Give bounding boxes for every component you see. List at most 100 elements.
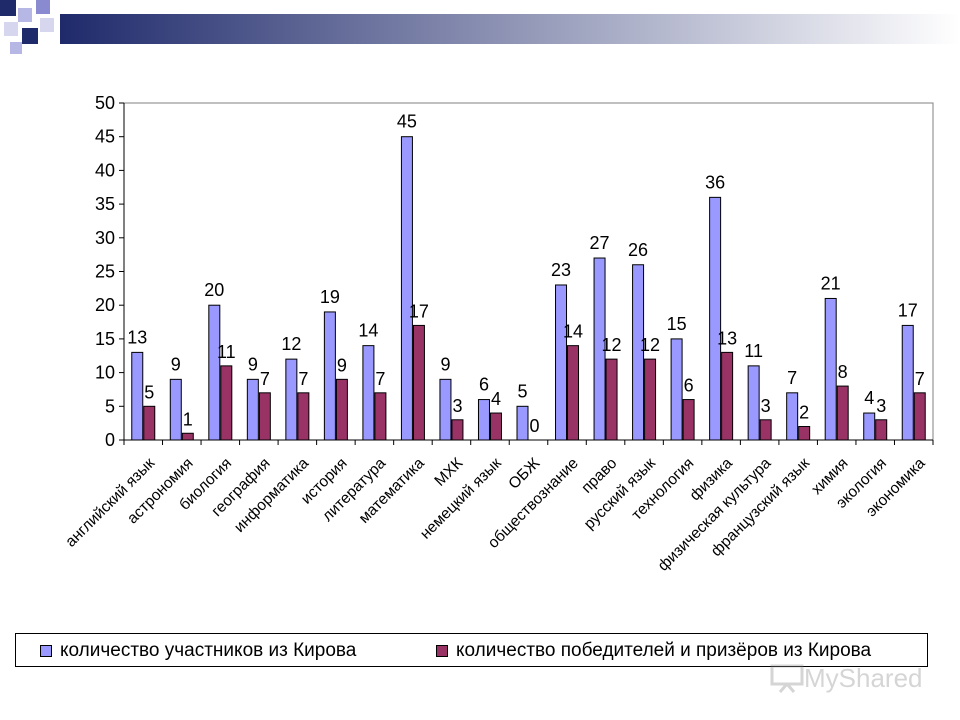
bar-participants [709, 196, 722, 441]
data-label: 27 [590, 233, 610, 253]
data-label: 3 [876, 396, 886, 416]
chart-legend: количество участников из Кирова количест… [15, 633, 928, 667]
legend-item-winners: количество победителей и призёров из Кир… [436, 640, 871, 662]
data-label: 21 [821, 273, 841, 293]
data-label: 12 [640, 335, 660, 355]
bar-winners [335, 378, 348, 441]
data-label: 7 [915, 369, 925, 389]
header-square [10, 42, 22, 54]
data-label: 12 [281, 334, 301, 354]
watermark: MyShared [770, 660, 923, 696]
bar-winners [644, 358, 657, 441]
data-label: 23 [551, 260, 571, 280]
data-label: 13 [717, 328, 737, 348]
legend-label-winners: количество победителей и призёров из Кир… [456, 640, 872, 661]
bar-participants [516, 405, 529, 441]
data-label: 8 [838, 362, 848, 382]
slide-header-decoration [0, 0, 960, 54]
bar-participants [863, 412, 876, 441]
bar-winners [258, 392, 271, 441]
data-label: 36 [705, 172, 725, 192]
bar-winners [567, 345, 580, 441]
bar-participants [285, 358, 298, 441]
y-tick-label: 10 [95, 363, 115, 383]
x-axis-category-labels: английский языкастрономиябиологиягеограф… [62, 454, 929, 574]
data-label: 6 [479, 375, 489, 395]
data-label: 5 [517, 381, 527, 401]
legend-swatch-participants [40, 645, 52, 657]
y-tick-label: 20 [95, 295, 115, 315]
bar-participants [131, 351, 144, 441]
x-category-label: МХК [431, 455, 466, 490]
bar-winners [682, 399, 695, 441]
plot-area-frame [123, 102, 934, 441]
data-label: 20 [204, 280, 224, 300]
bar-participants [555, 284, 568, 441]
y-tick-label: 50 [95, 93, 115, 113]
bar-participants [901, 324, 914, 441]
data-label: 4 [864, 388, 874, 408]
y-tick-label: 0 [105, 430, 115, 450]
y-tick-label: 5 [105, 396, 115, 416]
bar-participants [246, 378, 259, 441]
header-square [18, 8, 32, 22]
header-square [36, 0, 50, 14]
data-label: 19 [320, 287, 340, 307]
bar-participants [786, 392, 799, 441]
bar-winners [489, 412, 502, 441]
bar-winners [220, 365, 233, 441]
y-tick-label: 35 [95, 194, 115, 214]
y-tick-label: 40 [95, 160, 115, 180]
data-label: 9 [440, 354, 450, 374]
bar-winners [836, 385, 849, 441]
bar-participants [208, 304, 221, 441]
bar-winners [143, 405, 156, 441]
data-label: 17 [898, 300, 918, 320]
bar-winners [181, 432, 194, 441]
watermark-text: MyShared [804, 662, 923, 693]
data-label: 11 [744, 341, 763, 361]
bar-participants [593, 257, 606, 441]
bar-participants [824, 297, 837, 441]
data-label: 15 [667, 314, 687, 334]
legend-swatch-winners [436, 645, 448, 657]
data-label: 5 [144, 382, 154, 402]
data-label: 1 [183, 409, 193, 429]
data-label: 12 [602, 335, 622, 355]
data-label: 4 [491, 389, 501, 409]
data-label: 9 [248, 354, 258, 374]
data-label: 7 [298, 369, 308, 389]
data-label: 7 [375, 369, 385, 389]
data-label: 7 [787, 368, 797, 388]
bar-winners [798, 426, 811, 441]
y-tick-label: 30 [95, 228, 115, 248]
header-square [4, 22, 18, 36]
bar-participants [323, 311, 336, 441]
bar-participants [362, 345, 375, 441]
bar-winners [374, 392, 387, 441]
bar-winners [451, 419, 464, 441]
bar-winners [875, 419, 888, 441]
data-label: 3 [761, 396, 771, 416]
bar-winners [412, 324, 425, 441]
data-label: 11 [217, 342, 236, 362]
header-square [40, 18, 54, 32]
legend-item-participants: количество участников из Кирова [40, 640, 356, 662]
data-label: 14 [358, 321, 378, 341]
bar-winners [721, 351, 734, 441]
y-tick-label: 25 [95, 262, 115, 282]
bar-participants [400, 136, 413, 441]
header-gradient-bar [60, 14, 960, 44]
header-square [0, 0, 16, 16]
bar-winners [605, 358, 618, 441]
bar-participants [747, 365, 760, 441]
bar-participants [439, 378, 452, 441]
bar-winners [913, 392, 926, 441]
bar-winners [759, 419, 772, 441]
data-label: 13 [127, 327, 147, 347]
data-label: 26 [628, 240, 648, 260]
bar-participants [477, 399, 490, 441]
bar-participants [670, 338, 683, 441]
